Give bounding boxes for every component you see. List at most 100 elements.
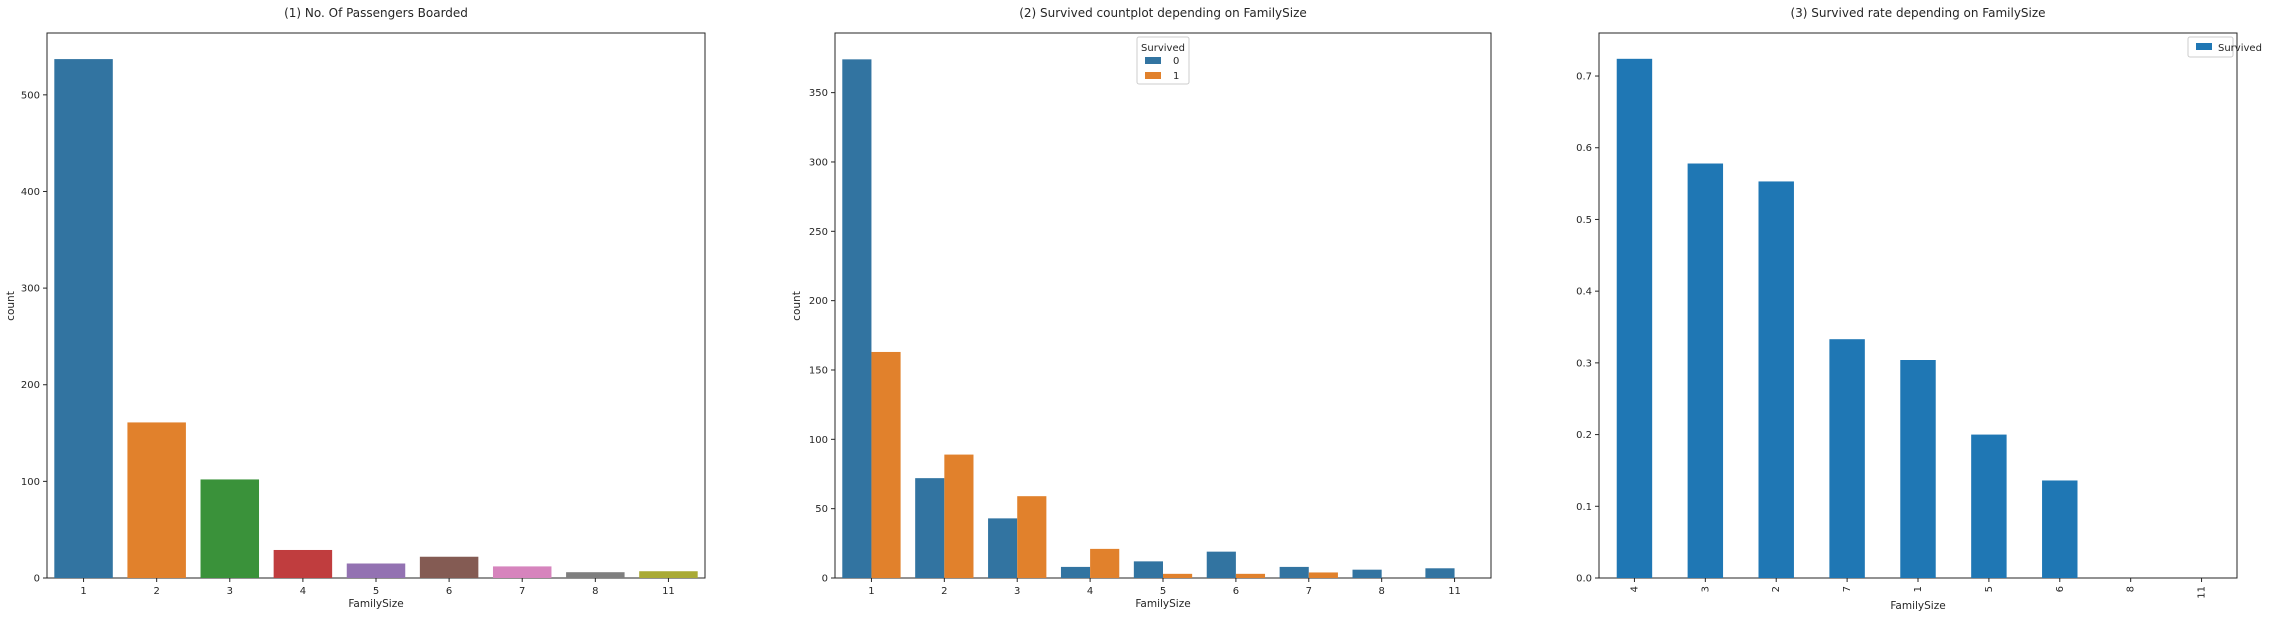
x-tick-label: 8 [592, 586, 598, 597]
bar-1 [54, 59, 113, 578]
bar-6-series-0 [1206, 551, 1236, 578]
x-tick-label: 2 [1771, 586, 1782, 592]
bar-3-series-Survived [1687, 163, 1724, 578]
y-tick-label: 150 [809, 365, 828, 376]
bar-3-series-0 [988, 518, 1018, 578]
y-tick-label: 50 [815, 504, 828, 515]
y-tick-label: 0.5 [1576, 215, 1592, 226]
y-ticks: 0 100 200 300 400 500 [21, 90, 47, 585]
bar-2-series-0 [915, 478, 945, 578]
x-tick-label: 5 [1984, 586, 1995, 592]
bar-3 [200, 479, 260, 578]
bars [1616, 58, 2078, 578]
x-ticks: 1 2 3 4 5 6 7 8 11 [868, 578, 1461, 597]
x-ticks: 4 3 2 7 1 5 6 8 11 [1629, 578, 2208, 599]
x-tick-label: 2 [941, 586, 947, 597]
bar-6 [419, 556, 479, 578]
chart-title: (3) Survived rate depending on FamilySiz… [1790, 6, 2045, 20]
x-tick-label: 8 [1378, 586, 1384, 597]
x-tick-label: 1 [868, 586, 874, 597]
legend-title: Survived [1141, 43, 1185, 54]
x-axis-label: FamilySize [1890, 600, 1945, 612]
legend-label-0: Survived [2218, 43, 2262, 54]
panel-survived-countplot: (2) Survived countplot depending on Fami… [791, 6, 1492, 610]
bar-7-series-1 [1308, 572, 1338, 578]
x-tick-label: 3 [1014, 586, 1020, 597]
x-tick-label: 3 [227, 586, 233, 597]
bar-4-series-Survived [1616, 58, 1653, 578]
x-tick-label: 6 [446, 586, 452, 597]
y-tick-label: 0.1 [1576, 502, 1592, 513]
y-tick-label: 100 [21, 477, 40, 488]
x-tick-label: 4 [1087, 586, 1093, 597]
y-tick-label: 0.7 [1576, 72, 1592, 83]
x-tick-label: 2 [153, 586, 159, 597]
bar-5 [346, 563, 406, 578]
bar-7 [492, 566, 552, 578]
x-tick-label: 7 [1306, 586, 1312, 597]
legend-label-1: 1 [1173, 71, 1179, 82]
panel-survived-rate: (3) Survived rate depending on FamilySiz… [1576, 6, 2262, 612]
bar-6-series-Survived [2042, 480, 2078, 578]
bar-1-series-1 [871, 351, 901, 578]
x-tick-label: 4 [300, 586, 306, 597]
y-tick-label: 0.4 [1576, 287, 1592, 298]
bar-7-series-Survived [1829, 339, 1865, 578]
x-tick-label: 4 [1629, 586, 1640, 592]
y-tick-label: 500 [21, 90, 40, 101]
bar-8 [566, 572, 625, 578]
x-tick-label: 6 [2055, 586, 2066, 592]
y-tick-label: 300 [21, 284, 40, 295]
bar-3-series-1 [1017, 496, 1047, 578]
y-tick-label: 200 [21, 380, 40, 391]
panel-passengers-boarded: (1) No. Of Passengers Boarded FamilySize… [5, 6, 706, 610]
y-ticks: 0 50 100 150 200 250 300 350 [809, 88, 835, 585]
x-tick-label: 7 [1842, 586, 1853, 592]
y-axis-label: count [5, 291, 17, 321]
bar-6-series-1 [1235, 573, 1266, 578]
bar-4-series-0 [1060, 566, 1091, 578]
x-tick-label: 5 [373, 586, 379, 597]
y-tick-label: 100 [809, 435, 828, 446]
x-ticks: 1 2 3 4 5 6 7 8 11 [80, 578, 675, 597]
bar-11 [639, 571, 698, 578]
legend-swatch-1 [1145, 72, 1161, 79]
legend-swatch-0 [2196, 43, 2212, 50]
bar-4-series-1 [1090, 548, 1120, 578]
bar-11-series-0 [1425, 568, 1455, 578]
bar-1-series-Survived [1900, 360, 1936, 578]
chart-title: (2) Survived countplot depending on Fami… [1019, 6, 1307, 20]
y-axis-label: count [791, 291, 803, 321]
y-tick-label: 300 [809, 157, 828, 168]
legend-label-0: 0 [1173, 56, 1179, 67]
chart-title: (1) No. Of Passengers Boarded [284, 6, 468, 20]
bars [842, 59, 1455, 578]
legend-swatch-0 [1145, 57, 1161, 64]
bars [54, 59, 698, 578]
bar-1-series-0 [842, 59, 872, 578]
bar-5-series-Survived [1971, 434, 2007, 578]
legend: Survived [2187, 36, 2262, 58]
x-tick-label: 1 [80, 586, 86, 597]
legend: Survived 0 1 [1136, 36, 1190, 85]
y-ticks: 0.0 0.1 0.2 0.3 0.4 0.5 0.6 0.7 [1576, 72, 1599, 585]
bar-8-series-0 [1352, 569, 1382, 578]
y-tick-label: 0.2 [1576, 430, 1592, 441]
x-tick-label: 11 [1448, 586, 1461, 597]
x-tick-label: 11 [662, 586, 675, 597]
bar-4 [273, 549, 333, 578]
y-tick-label: 0 [822, 574, 828, 585]
y-tick-label: 0.6 [1576, 143, 1592, 154]
x-tick-label: 6 [1233, 586, 1239, 597]
x-tick-label: 8 [2126, 586, 2137, 592]
x-tick-label: 5 [1160, 586, 1166, 597]
x-tick-label: 3 [1700, 586, 1711, 592]
bar-5-series-0 [1133, 561, 1163, 578]
y-tick-label: 0 [34, 574, 40, 585]
bar-5-series-1 [1163, 573, 1193, 578]
x-tick-label: 1 [1913, 586, 1924, 592]
y-tick-label: 0.3 [1576, 358, 1592, 369]
bar-2 [127, 422, 186, 578]
y-tick-label: 200 [809, 296, 828, 307]
